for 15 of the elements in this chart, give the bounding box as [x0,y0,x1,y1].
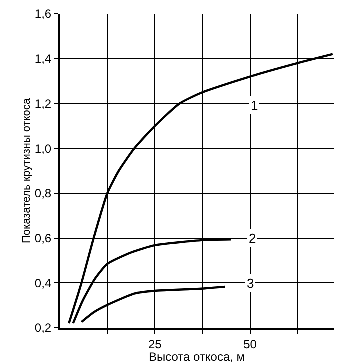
annotation: 2 [249,231,256,246]
x-axis-title: Высота откоса, м [148,350,246,364]
y-tick-label: 0,4 [34,276,52,290]
y-tick-label: 1,6 [34,7,52,22]
y-axis-title: Показатель крутизны откоса [21,98,34,244]
y-tick-label: 1,4 [34,52,52,66]
x-tick-label: 25 [148,337,162,352]
y-tick-label: 1,0 [34,142,52,156]
y-tick-label: 0,2 [34,321,52,336]
x-tick-label: 50 [244,337,258,352]
y-tick-label: 0,6 [34,231,52,246]
annotation: 1 [251,98,258,113]
annotation: 3 [247,276,254,291]
y-tick-label: 0,8 [34,186,52,201]
y-tick-label: 1,2 [34,96,52,111]
